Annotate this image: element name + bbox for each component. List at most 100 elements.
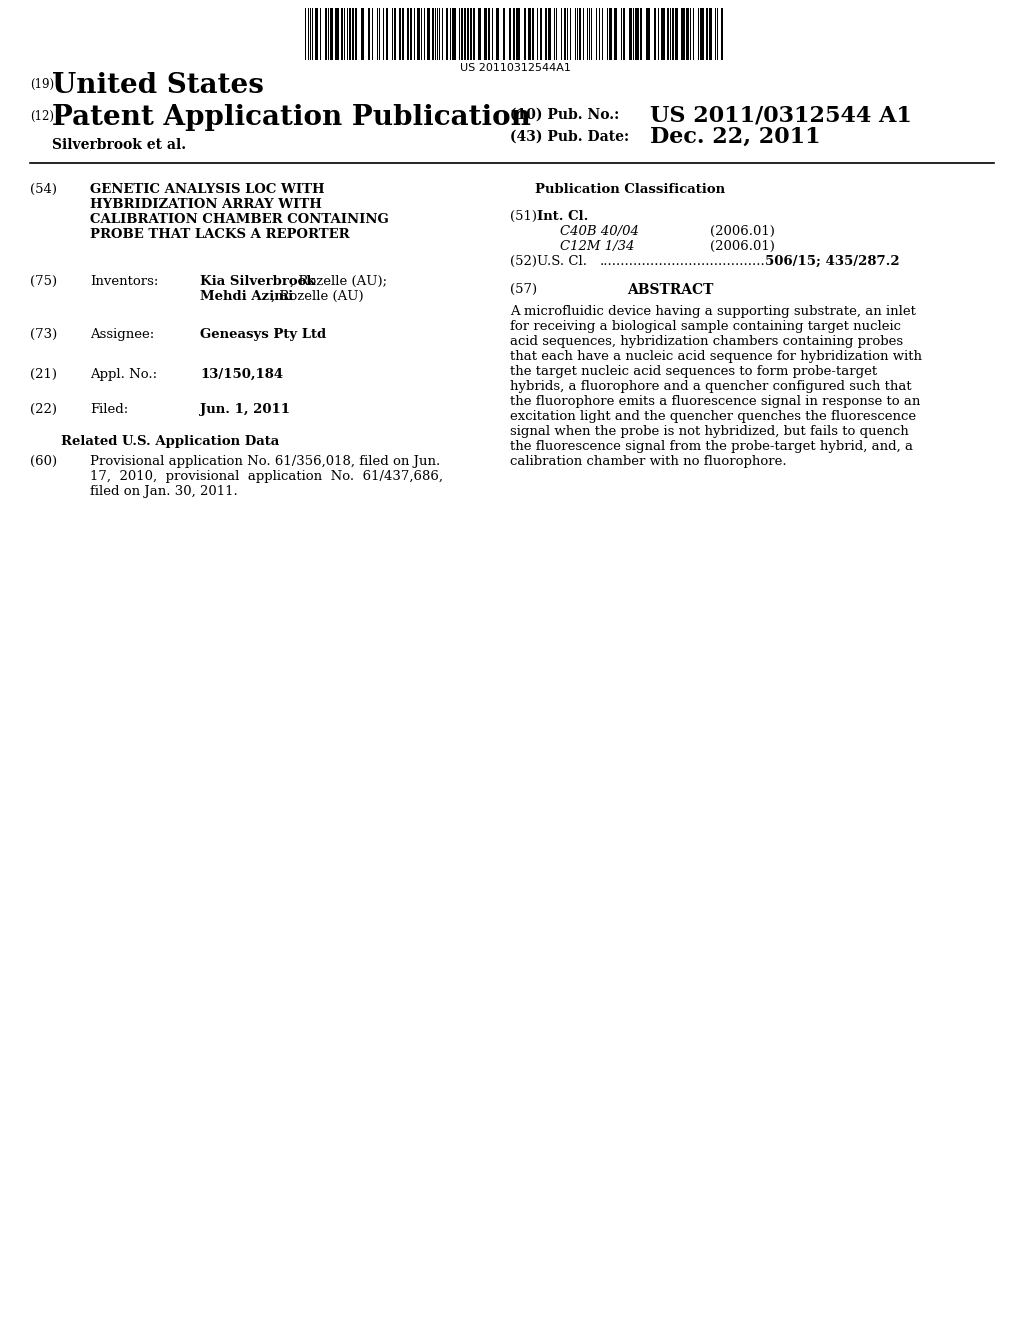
Text: (12): (12) (30, 110, 54, 123)
Bar (399, 8, 401, 59)
Text: US 20110312544A1: US 20110312544A1 (460, 63, 570, 73)
Text: United States: United States (52, 73, 264, 99)
Text: .......................................: ....................................... (600, 255, 766, 268)
Text: Assignee:: Assignee: (90, 327, 155, 341)
Text: C12M 1/34: C12M 1/34 (560, 240, 635, 253)
Bar (341, 8, 343, 59)
Text: CALIBRATION CHAMBER CONTAINING: CALIBRATION CHAMBER CONTAINING (90, 213, 389, 226)
Bar (681, 8, 685, 59)
Bar (672, 8, 674, 59)
Bar (503, 8, 505, 59)
Text: (21): (21) (30, 368, 57, 381)
Bar (623, 8, 625, 59)
Text: (57): (57) (510, 282, 538, 296)
Text: Int. Cl.: Int. Cl. (537, 210, 589, 223)
Bar (488, 8, 490, 59)
Bar (532, 8, 534, 59)
Bar (402, 8, 404, 59)
Bar (548, 8, 551, 59)
Bar (545, 8, 547, 59)
Text: Dec. 22, 2011: Dec. 22, 2011 (650, 125, 820, 148)
Bar (355, 8, 357, 59)
Text: (52): (52) (510, 255, 537, 268)
Text: 506/15; 435/287.2: 506/15; 435/287.2 (765, 255, 900, 268)
Text: the fluorophore emits a fluorescence signal in response to an: the fluorophore emits a fluorescence sig… (510, 395, 921, 408)
Bar (417, 8, 420, 59)
Bar (528, 8, 531, 59)
Text: (54): (54) (30, 183, 57, 195)
Bar (464, 8, 466, 59)
Text: U.S. Cl.: U.S. Cl. (537, 255, 587, 268)
Bar (635, 8, 639, 59)
Bar (330, 8, 333, 59)
Bar (516, 8, 520, 59)
Bar (640, 8, 642, 59)
Bar (446, 8, 449, 59)
Bar (629, 8, 632, 59)
Text: Publication Classification: Publication Classification (535, 183, 725, 195)
Bar (709, 8, 712, 59)
Text: the fluorescence signal from the probe-target hybrid, and, a: the fluorescence signal from the probe-t… (510, 440, 913, 453)
Bar (509, 8, 511, 59)
Bar (427, 8, 430, 59)
Text: (51): (51) (510, 210, 537, 223)
Text: (19): (19) (30, 78, 54, 91)
Text: , Rozelle (AU): , Rozelle (AU) (271, 290, 364, 304)
Bar (349, 8, 351, 59)
Text: acid sequences, hybridization chambers containing probes: acid sequences, hybridization chambers c… (510, 335, 903, 348)
Text: Geneasys Pty Ltd: Geneasys Pty Ltd (200, 327, 326, 341)
Bar (646, 8, 650, 59)
Bar (654, 8, 656, 59)
Bar (706, 8, 708, 59)
Bar (614, 8, 617, 59)
Text: (73): (73) (30, 327, 57, 341)
Text: US 2011/0312544 A1: US 2011/0312544 A1 (650, 104, 912, 125)
Bar (579, 8, 581, 59)
Bar (524, 8, 526, 59)
Text: 13/150,184: 13/150,184 (200, 368, 283, 381)
Text: Patent Application Publication: Patent Application Publication (52, 104, 530, 131)
Bar (609, 8, 612, 59)
Text: Provisional application No. 61/356,018, filed on Jun.: Provisional application No. 61/356,018, … (90, 455, 440, 469)
Text: (60): (60) (30, 455, 57, 469)
Text: (2006.01): (2006.01) (710, 224, 775, 238)
Bar (496, 8, 499, 59)
Bar (513, 8, 515, 59)
Bar (386, 8, 388, 59)
Text: 17,  2010,  provisional  application  No.  61/437,686,: 17, 2010, provisional application No. 61… (90, 470, 443, 483)
Text: GENETIC ANALYSIS LOC WITH: GENETIC ANALYSIS LOC WITH (90, 183, 325, 195)
Bar (467, 8, 469, 59)
Bar (361, 8, 364, 59)
Bar (686, 8, 689, 59)
Bar (700, 8, 705, 59)
Text: for receiving a biological sample containing target nucleic: for receiving a biological sample contai… (510, 319, 901, 333)
Text: Appl. No.:: Appl. No.: (90, 368, 157, 381)
Bar (484, 8, 487, 59)
Text: (43) Pub. Date:: (43) Pub. Date: (510, 129, 629, 144)
Bar (410, 8, 412, 59)
Text: (2006.01): (2006.01) (710, 240, 775, 253)
Bar (368, 8, 370, 59)
Bar (461, 8, 463, 59)
Text: PROBE THAT LACKS A REPORTER: PROBE THAT LACKS A REPORTER (90, 228, 349, 242)
Text: the target nucleic acid sequences to form probe-target: the target nucleic acid sequences to for… (510, 366, 878, 378)
Text: that each have a nucleic acid sequence for hybridization with: that each have a nucleic acid sequence f… (510, 350, 922, 363)
Bar (394, 8, 396, 59)
Text: ABSTRACT: ABSTRACT (627, 282, 713, 297)
Text: Silverbrook et al.: Silverbrook et al. (52, 139, 186, 152)
Text: Related U.S. Application Data: Related U.S. Application Data (60, 436, 280, 447)
Bar (315, 8, 318, 59)
Text: Filed:: Filed: (90, 403, 128, 416)
Text: , Rozelle (AU);: , Rozelle (AU); (290, 275, 387, 288)
Bar (478, 8, 481, 59)
Text: filed on Jan. 30, 2011.: filed on Jan. 30, 2011. (90, 484, 238, 498)
Text: excitation light and the quencher quenches the fluorescence: excitation light and the quencher quench… (510, 411, 916, 422)
Bar (564, 8, 566, 59)
Bar (325, 8, 327, 59)
Bar (473, 8, 475, 59)
Bar (675, 8, 678, 59)
Bar (452, 8, 456, 59)
Text: A microfluidic device having a supporting substrate, an inlet: A microfluidic device having a supportin… (510, 305, 915, 318)
Bar (407, 8, 409, 59)
Bar (432, 8, 434, 59)
